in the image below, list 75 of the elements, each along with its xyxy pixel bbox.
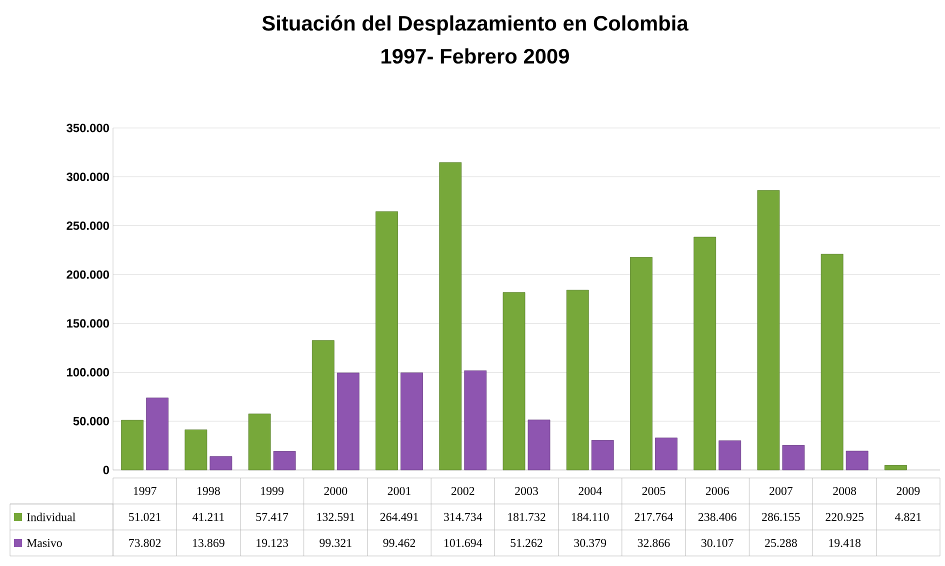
bar bbox=[884, 465, 907, 470]
chart-subtitle: 1997- Febrero 2009 bbox=[382, 48, 569, 64]
bar bbox=[694, 236, 716, 470]
chart-title: Situación del Desplazamiento en Colombia bbox=[262, 15, 688, 35]
data-label: 286.155 bbox=[762, 512, 800, 522]
bar bbox=[336, 372, 360, 470]
data-label: 314.734 bbox=[444, 512, 482, 522]
x-tick-label: 2000 bbox=[324, 486, 348, 496]
bar bbox=[718, 440, 742, 470]
bar bbox=[502, 292, 526, 470]
bar bbox=[248, 414, 271, 470]
bar bbox=[820, 254, 844, 470]
data-label: 264.491 bbox=[380, 512, 418, 522]
bar bbox=[528, 420, 550, 470]
data-label: 51.021 bbox=[129, 512, 161, 522]
data-label: 25.288 bbox=[765, 538, 797, 548]
x-tick-label: 2009 bbox=[896, 486, 920, 496]
bar bbox=[591, 440, 614, 470]
bar bbox=[400, 372, 423, 470]
data-label: 217.764 bbox=[634, 512, 673, 522]
y-tick-label: 250.000 bbox=[66, 221, 109, 230]
data-label: 181.732 bbox=[508, 512, 546, 522]
x-tick-label: 2002 bbox=[451, 486, 474, 496]
data-label: 101.694 bbox=[444, 538, 482, 548]
y-tick-label: 50.000 bbox=[73, 416, 109, 426]
data-label: 73.802 bbox=[129, 538, 161, 548]
y-tick-label: 300.000 bbox=[66, 172, 109, 182]
bar bbox=[782, 445, 805, 470]
bar bbox=[464, 370, 487, 470]
x-tick-label: 2006 bbox=[706, 486, 729, 496]
data-label: 32.866 bbox=[638, 538, 670, 548]
x-tick-label: 2001 bbox=[388, 486, 411, 496]
bar bbox=[655, 438, 678, 470]
x-tick-label: 1998 bbox=[198, 486, 220, 496]
data-label: 30.107 bbox=[701, 538, 734, 548]
data-label: 19.123 bbox=[256, 538, 288, 548]
bar bbox=[566, 290, 589, 470]
bar bbox=[630, 257, 652, 470]
data-label: 99.321 bbox=[320, 538, 352, 548]
legend-label: Masivo bbox=[26, 538, 62, 547]
bar bbox=[184, 430, 208, 470]
data-label: 41.211 bbox=[192, 512, 224, 522]
data-label: 99.462 bbox=[383, 538, 416, 548]
x-tick-label: 2005 bbox=[642, 486, 666, 496]
x-tick-label: 2007 bbox=[770, 486, 793, 496]
bar bbox=[757, 190, 780, 470]
x-tick-label: 1999 bbox=[261, 486, 284, 495]
data-label: 184.110 bbox=[572, 512, 609, 522]
data-label: 57.417 bbox=[256, 512, 288, 522]
data-label: 19.418 bbox=[829, 538, 861, 548]
data-label: 238.406 bbox=[698, 512, 736, 522]
bar bbox=[273, 451, 296, 470]
bar bbox=[376, 211, 398, 470]
y-tick-label: 0 bbox=[103, 466, 109, 474]
data-label: 13.869 bbox=[193, 538, 224, 548]
y-tick-label: 150.000 bbox=[67, 319, 109, 328]
data-label: 220.925 bbox=[826, 512, 864, 522]
data-label: 4.821 bbox=[894, 512, 921, 522]
bar bbox=[312, 340, 334, 470]
y-tick-label: 100.000 bbox=[67, 368, 109, 376]
bar bbox=[846, 450, 868, 470]
x-tick-label: 2003 bbox=[515, 486, 538, 496]
bar bbox=[121, 420, 144, 470]
bar bbox=[146, 398, 169, 470]
x-tick-label: 2004 bbox=[578, 486, 602, 496]
data-label: 51.262 bbox=[510, 538, 542, 548]
bar bbox=[210, 456, 232, 470]
y-tick-label: 350.000 bbox=[66, 124, 109, 132]
legend-label: Individual bbox=[26, 512, 76, 522]
bar bbox=[439, 162, 462, 470]
data-label: 132.591 bbox=[317, 512, 354, 522]
y-tick-label: 200.000 bbox=[66, 270, 109, 279]
x-tick-label: 1997 bbox=[134, 486, 156, 495]
x-tick-label: 2008 bbox=[833, 486, 856, 496]
data-label: 30.379 bbox=[574, 538, 606, 548]
